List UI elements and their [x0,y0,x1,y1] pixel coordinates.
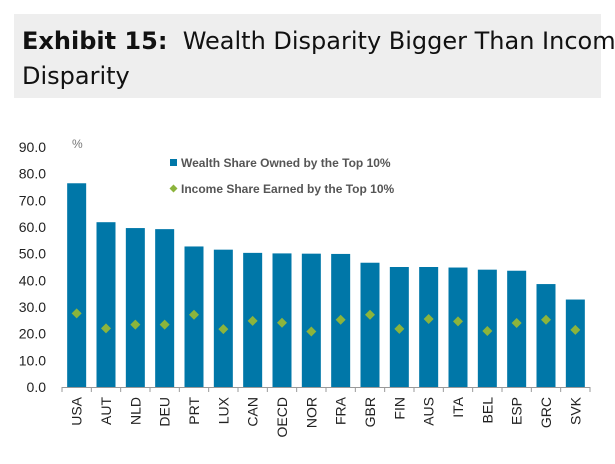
x-tick-label: DEU [157,397,173,427]
y-tick-label: 40.0 [19,272,46,288]
income-marker-gbr [365,309,375,320]
legend-income-label: Income Share Earned by the Top 10% [181,182,395,196]
y-tick-label: 70.0 [19,192,46,208]
income-marker-oecd [277,317,287,328]
x-tick-label: FIN [391,397,407,420]
wealth-bar-deu [155,229,175,387]
exhibit-header: Exhibit 15: Wealth Disparity Bigger Than… [14,14,615,98]
income-marker-esp [511,318,522,328]
x-tick-label: CAN [245,397,261,427]
legend-diamond-swatch [169,184,178,193]
x-tick-label: OECD [274,397,290,437]
income-marker-grc [541,314,551,325]
legend-wealth-label: Wealth Share Owned by the Top 10% [181,156,391,170]
wealth-bar-gbr [360,262,380,387]
x-tick-label: ESP [509,397,525,425]
legend: Wealth Share Owned by the Top 10% Income… [169,156,395,196]
x-tick-label: SVK [567,396,583,425]
wealth-bar-aut [96,222,116,387]
wealth-bars [67,183,585,387]
income-marker-deu [159,319,170,330]
y-axis: 0.0 10.0 20.0 30.0 40.0 50.0 60.0 70.0 80.0 90.0 [19,139,46,395]
exhibit-label: Exhibit 15: [22,27,168,55]
wealth-bar-usa [67,183,87,387]
income-marker-ita [453,316,463,327]
income-marker-can [247,315,258,326]
x-tick-label: GRC [538,397,554,428]
y-tick-label: 90.0 [19,139,46,155]
income-markers [71,308,581,337]
exhibit-title-line-2: Disparity [22,62,130,90]
income-marker-bel [482,326,493,336]
x-tick-label: NOR [303,397,319,428]
y-tick-label: 30.0 [19,299,46,315]
x-axis: USA AUT NLD DEU PRT LUX CAN OECD NOR FRA GBR FIN AUS… [61,387,591,437]
y-tick-label: 0.0 [27,379,47,395]
wealth-bar-svk [565,299,585,387]
income-marker-lux [218,324,229,335]
y-tick-label: 80.0 [19,166,46,182]
x-tick-label: FRA [333,396,349,425]
income-marker-aus [423,314,434,324]
x-tick-label: GBR [362,397,378,427]
wealth-bar-ita [448,267,468,387]
income-marker-nld [130,319,141,330]
wealth-bar-nld [125,228,145,387]
wealth-bar-nor [301,253,321,387]
income-marker-nor [306,326,317,337]
y-tick-label: 60.0 [19,219,46,235]
x-tick-label: AUT [98,397,114,425]
x-tick-label: USA [69,396,85,425]
exhibit-title-line-1: Exhibit 15: Wealth Disparity Bigger Than… [22,24,615,59]
x-tick-label: AUS [421,397,437,426]
x-tick-label: ITA [450,396,466,417]
y-tick-label: 20.0 [19,326,46,342]
income-marker-usa [71,308,82,319]
wealth-bar-lux [213,249,233,387]
income-marker-fin [394,323,405,334]
wealth-bar-aus [419,267,439,387]
x-tick-label: LUX [215,396,231,424]
income-marker-fra [335,314,346,325]
x-tick-label: BEL [479,397,495,424]
y-tick-label: 50.0 [19,246,46,262]
y-tick-label: 10.0 [19,352,46,368]
wealth-bar-esp [507,270,527,387]
x-tick-label: PRT [186,397,202,425]
income-marker-prt [189,309,199,320]
wealth-income-chart: 0.010.020.030.040.050.060.070.080.090.0 … [19,137,591,437]
x-tick-label: NLD [127,397,143,425]
exhibit-title: Wealth Disparity Bigger Than Income [182,27,615,55]
income-marker-aut [101,323,111,334]
legend-bar-swatch [170,159,177,166]
unit-label: % [72,137,83,151]
income-marker-svk [570,324,581,335]
wealth-bar-grc [536,284,556,387]
